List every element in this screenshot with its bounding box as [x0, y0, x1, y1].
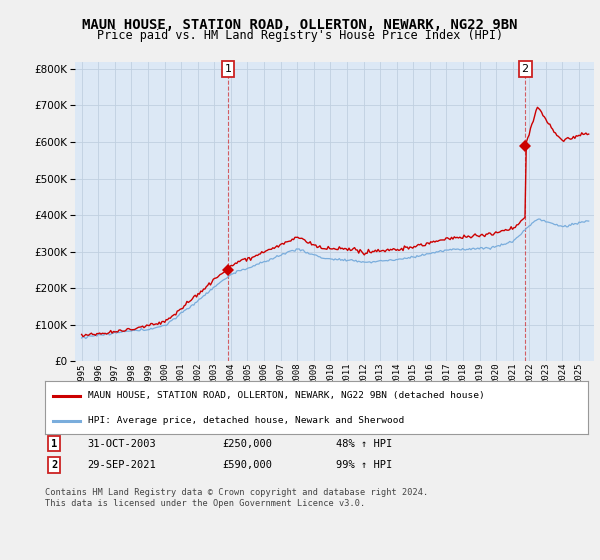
Text: 29-SEP-2021: 29-SEP-2021 [87, 460, 156, 470]
Text: HPI: Average price, detached house, Newark and Sherwood: HPI: Average price, detached house, Newa… [88, 416, 404, 425]
Text: £250,000: £250,000 [222, 438, 272, 449]
Text: Price paid vs. HM Land Registry's House Price Index (HPI): Price paid vs. HM Land Registry's House … [97, 29, 503, 42]
Text: 48% ↑ HPI: 48% ↑ HPI [336, 438, 392, 449]
Text: Contains HM Land Registry data © Crown copyright and database right 2024.
This d: Contains HM Land Registry data © Crown c… [45, 488, 428, 508]
Text: MAUN HOUSE, STATION ROAD, OLLERTON, NEWARK, NG22 9BN: MAUN HOUSE, STATION ROAD, OLLERTON, NEWA… [82, 18, 518, 32]
Text: £590,000: £590,000 [222, 460, 272, 470]
Text: 2: 2 [51, 460, 57, 470]
Text: 1: 1 [51, 438, 57, 449]
Text: 31-OCT-2003: 31-OCT-2003 [87, 438, 156, 449]
Text: 99% ↑ HPI: 99% ↑ HPI [336, 460, 392, 470]
Text: 2: 2 [521, 64, 529, 74]
Text: MAUN HOUSE, STATION ROAD, OLLERTON, NEWARK, NG22 9BN (detached house): MAUN HOUSE, STATION ROAD, OLLERTON, NEWA… [88, 391, 485, 400]
Text: 1: 1 [224, 64, 232, 74]
